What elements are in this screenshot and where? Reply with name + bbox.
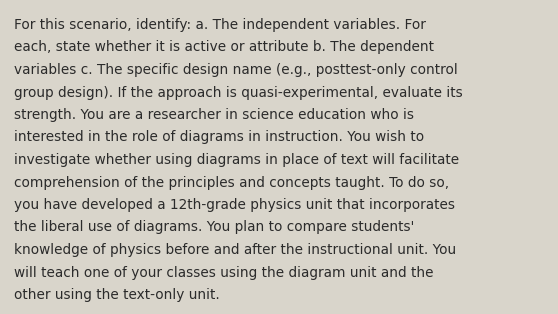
Text: investigate whether using diagrams in place of text will facilitate: investigate whether using diagrams in pl…	[14, 153, 459, 167]
Text: will teach one of your classes using the diagram unit and the: will teach one of your classes using the…	[14, 266, 434, 279]
Text: For this scenario, identify: a. The independent variables. For: For this scenario, identify: a. The inde…	[14, 18, 426, 32]
Text: interested in the role of diagrams in instruction. You wish to: interested in the role of diagrams in in…	[14, 131, 424, 144]
Text: knowledge of physics before and after the instructional unit. You: knowledge of physics before and after th…	[14, 243, 456, 257]
Text: group design). If the approach is quasi-experimental, evaluate its: group design). If the approach is quasi-…	[14, 85, 463, 100]
Text: the liberal use of diagrams. You plan to compare students': the liberal use of diagrams. You plan to…	[14, 220, 414, 235]
Text: strength. You are a researcher in science education who is: strength. You are a researcher in scienc…	[14, 108, 414, 122]
Text: you have developed a 12th-grade physics unit that incorporates: you have developed a 12th-grade physics …	[14, 198, 455, 212]
Text: comprehension of the principles and concepts taught. To do so,: comprehension of the principles and conc…	[14, 176, 449, 190]
Text: variables c. The specific design name (e.g., posttest-only control: variables c. The specific design name (e…	[14, 63, 458, 77]
Text: other using the text-only unit.: other using the text-only unit.	[14, 288, 220, 302]
Text: each, state whether it is active or attribute b. The dependent: each, state whether it is active or attr…	[14, 41, 434, 55]
